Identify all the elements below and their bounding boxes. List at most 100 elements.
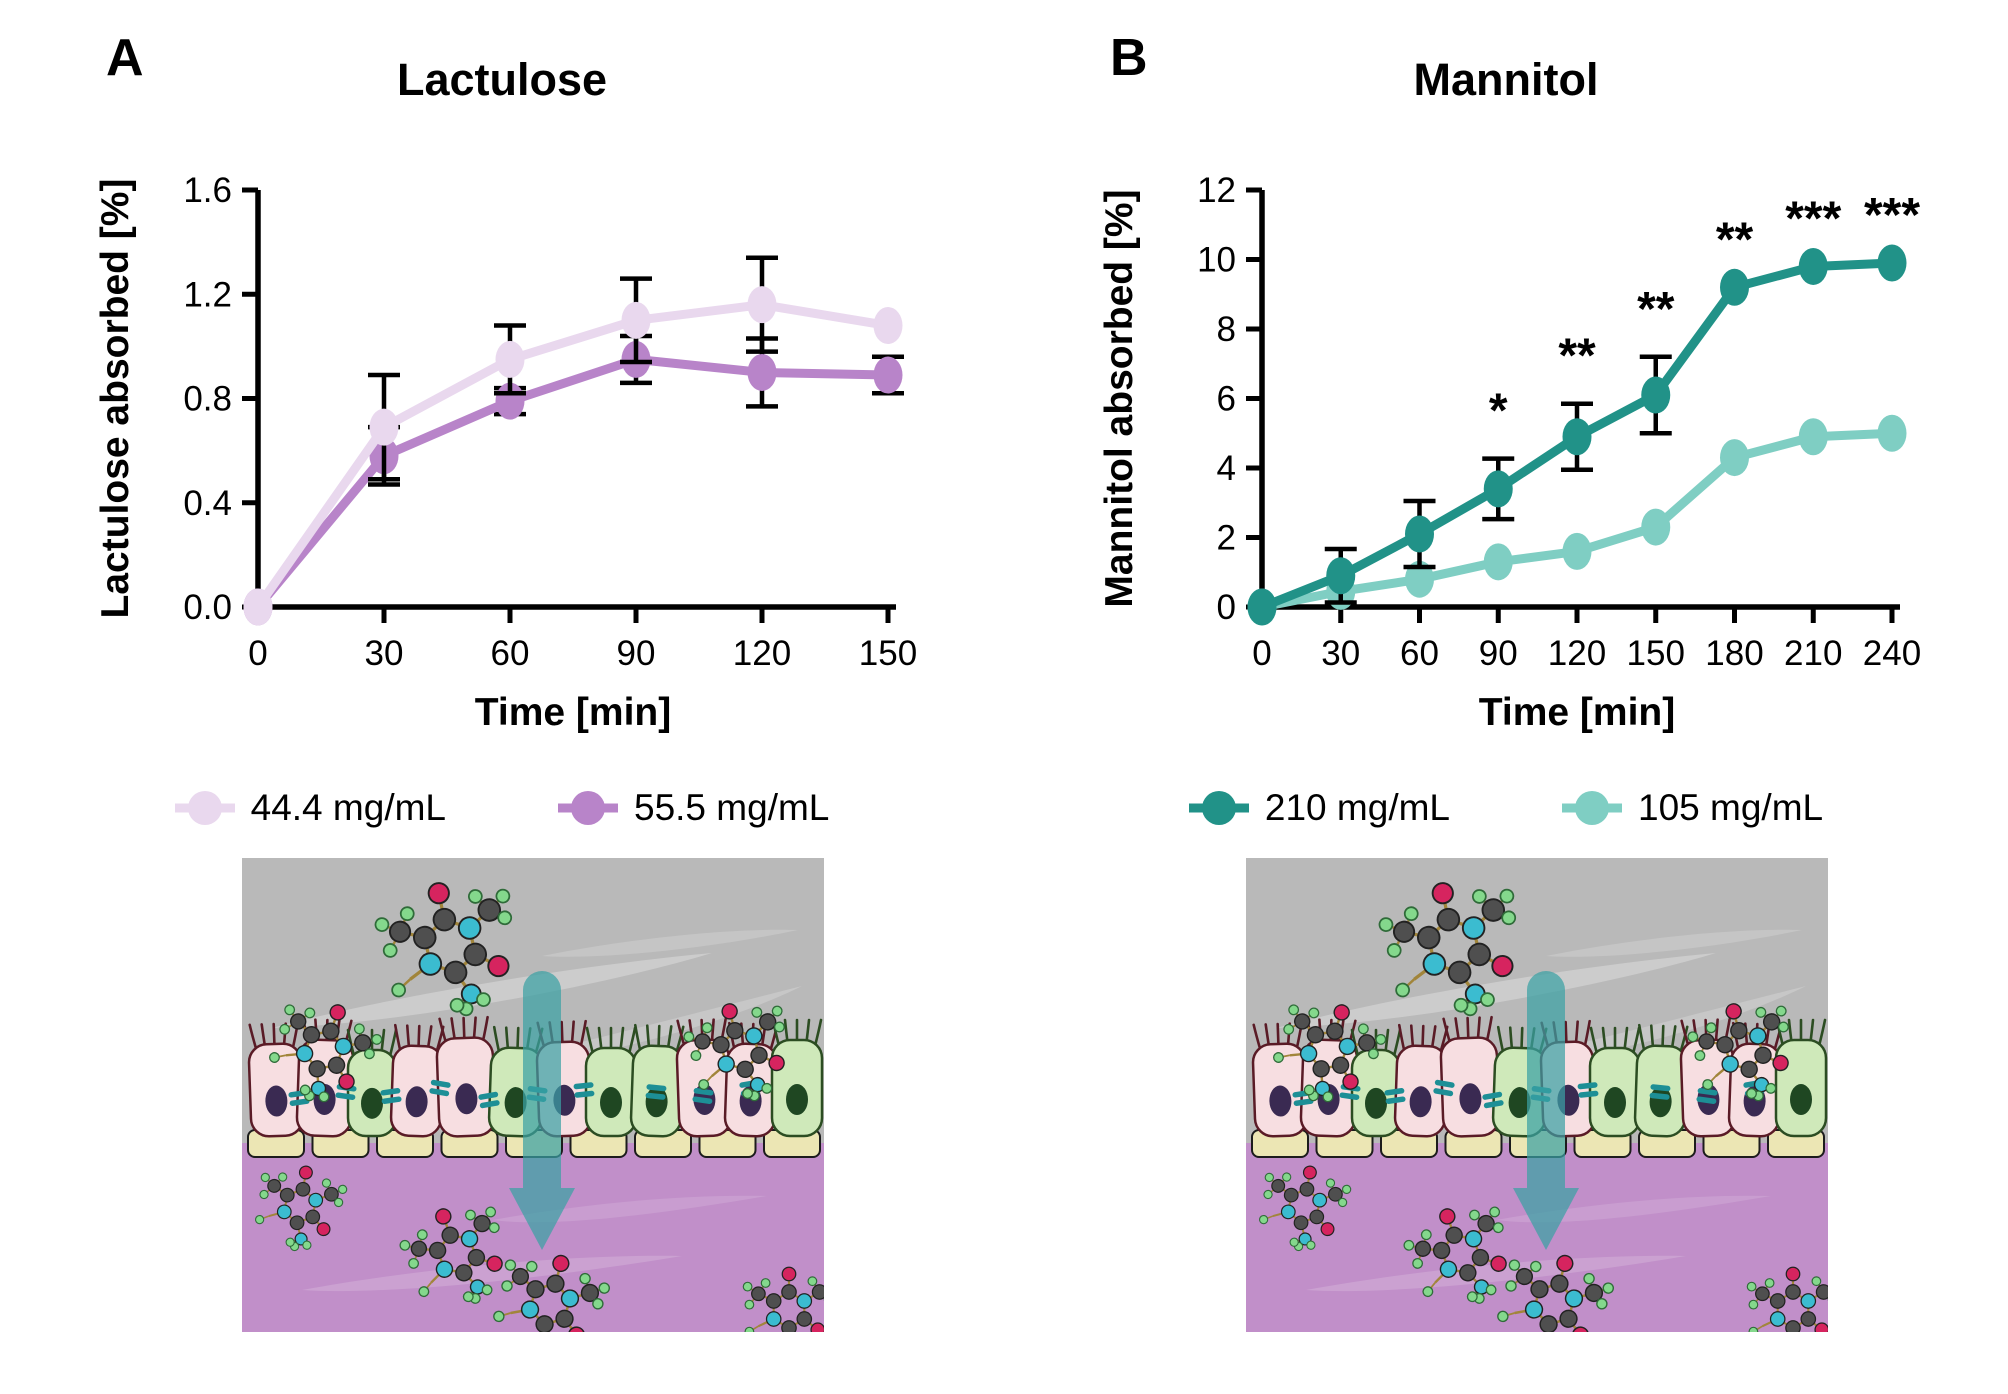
tight-junction-icon [1384,1088,1406,1104]
y-tick-label: 1.6 [183,171,232,210]
nucleus [1409,1086,1432,1118]
nucleus [1604,1087,1626,1119]
data-point [747,286,777,324]
data-point [621,301,651,339]
y-tick-label: 0 [1217,588,1236,627]
molecule-icon [1258,1165,1352,1252]
legend-label: 210 mg/mL [1264,787,1450,828]
nucleus [1365,1087,1387,1119]
tight-junction-icon [573,1082,595,1098]
y-tick-label: 8 [1217,310,1236,349]
legend-b: 210 mg/mL 105 mg/mL [1004,786,2008,830]
x-tick-label: 120 [733,634,791,673]
series-210-mg-ml: ******* *** *** [1247,189,1920,626]
lactulose-chart: 0.0 0.4 0.8 1.2 1.6 0 30 60 90 120 150 Time [min] La… [94,171,917,734]
epithelial-cell [346,1028,398,1138]
data-point [1247,588,1277,626]
molecule-icon [683,1003,785,1102]
y-tick-label: 2 [1217,519,1236,558]
data-point [873,356,903,394]
panel-a: A Lactulose 0.0 0.4 0.8 1.2 1.6 0 30 60 90 120 150… [0,29,1004,1332]
data-point [747,353,777,391]
y-tick-label: 12 [1197,171,1236,210]
absorption-arrow-icon [509,971,575,1250]
data-point [1877,414,1907,452]
molecule-icon [1687,1003,1789,1102]
flow-swoosh [272,953,712,1028]
data-point [1405,515,1434,553]
data-point [1483,543,1513,581]
flow-swoosh [542,929,798,957]
epithelium-illustration-a [242,858,824,1332]
x-tick-label: 120 [1548,634,1606,673]
nucleus [504,1087,527,1119]
data-point [243,588,273,626]
molecule-icon [254,1165,348,1252]
tight-junction-icon [478,1091,500,1109]
tight-junction-icon [429,1079,451,1097]
tight-junction-icon [1649,1084,1671,1100]
nucleus [786,1084,808,1116]
nucleus [600,1087,622,1119]
legend-label: 105 mg/mL [1638,787,1824,828]
data-point [1877,244,1907,282]
y-tick-label: 10 [1197,241,1236,280]
data-point [369,408,399,446]
tight-junction-icon [380,1088,402,1104]
y-tick-label: 0.4 [183,484,232,523]
legend-item: 210 mg/mL [1188,786,1450,830]
series-marker-icon [1188,791,1249,825]
flow-swoosh [1276,953,1716,1028]
series-44-4-mg-ml [243,255,903,626]
x-tick-label: 90 [617,634,656,673]
legend-label: 44.4 mg/mL [250,787,446,828]
significance-label: ** [1716,213,1754,266]
data-point [1641,508,1671,546]
x-tick-label: 60 [1400,634,1439,673]
legend-dot [571,791,605,825]
data-point [1798,418,1828,456]
data-point [1483,470,1513,508]
x-axis-title: Time [min] [1479,691,1675,734]
flow-swoosh [1496,1195,1771,1223]
tight-junction-icon [1577,1082,1599,1098]
molecule-icon [1497,1254,1614,1332]
legend-dot [1575,791,1609,825]
data-point [1326,557,1356,595]
significance-label: *** [1864,189,1920,242]
molecule-icon [268,1004,383,1103]
nucleus [1459,1083,1482,1115]
data-point [873,307,903,345]
nucleus [1790,1084,1812,1116]
y-tick-label: 0.8 [183,380,232,419]
panel-a-label: A [106,29,144,87]
legend-dot [187,791,222,825]
significance-label: *** [1785,192,1841,245]
molecule-icon [374,882,513,1017]
x-tick-label: 150 [859,634,917,673]
data-point [1562,418,1592,456]
series-marker-icon [174,791,235,825]
tight-junction-icon [1696,1088,1718,1104]
tight-junction-icon [1433,1079,1455,1097]
x-tick-label: 0 [1252,634,1271,673]
significance-label: * [1489,385,1508,438]
flow-swoosh [1306,1255,1686,1292]
y-tick-label: 0.0 [183,588,232,627]
y-tick-label: 4 [1217,449,1236,488]
legend-a: 44.4 mg/mL 55.5 mg/mL [0,786,1004,830]
x-tick-label: 90 [1479,634,1518,673]
data-point [1562,532,1592,570]
molecule-icon [1378,882,1517,1017]
significance-label: ** [1558,330,1596,383]
x-axis-title: Time [min] [475,691,671,734]
molecule-icon [1403,1206,1507,1304]
legend-dot [1201,791,1236,825]
nucleus [455,1083,478,1115]
epithelial-cell [1439,1015,1501,1138]
legend-label: 55.5 mg/mL [634,787,830,828]
data-point [1798,247,1828,285]
tight-junction-icon [645,1084,667,1100]
data-point [495,340,525,378]
